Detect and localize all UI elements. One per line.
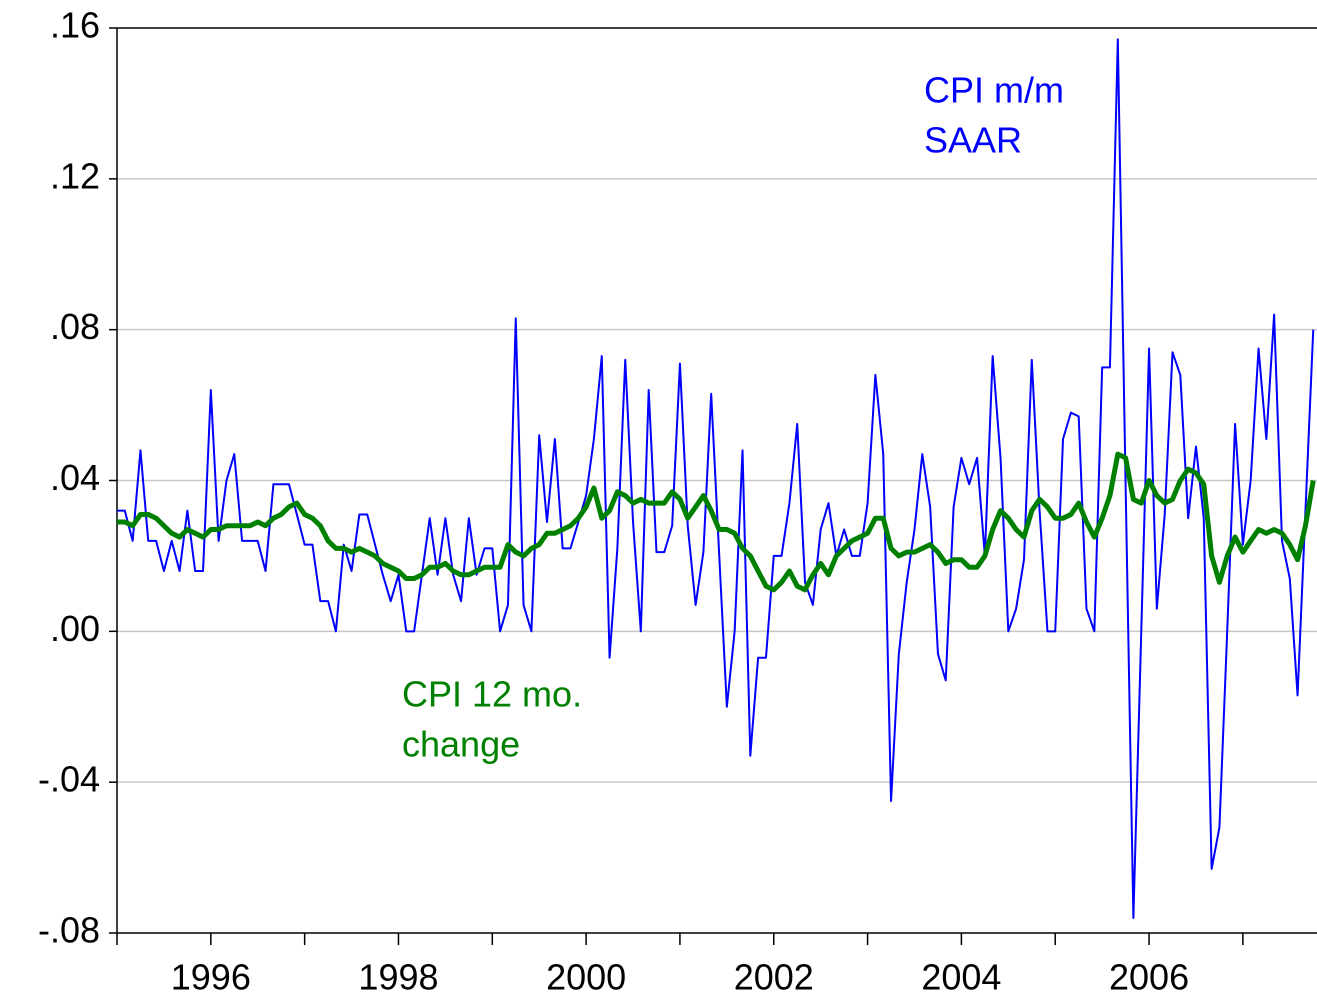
x-tick-label: 2002 <box>734 957 814 998</box>
annotation: CPI 12 mo. <box>402 674 582 715</box>
x-tick-label: 1998 <box>358 957 438 998</box>
annotation: CPI m/m <box>924 70 1064 111</box>
y-tick-label: .12 <box>50 155 100 196</box>
annotation: SAAR <box>924 120 1022 161</box>
y-tick-label: .04 <box>50 457 100 498</box>
y-tick-label: -.04 <box>38 759 100 800</box>
y-tick-label: .16 <box>50 5 100 46</box>
x-tick-label: 2000 <box>546 957 626 998</box>
series-line <box>117 451 1316 593</box>
x-tick-label: 2004 <box>921 957 1001 998</box>
x-tick-label: 1996 <box>171 957 251 998</box>
y-tick-label: .00 <box>50 608 100 649</box>
x-tick-label: 2006 <box>1109 957 1189 998</box>
annotation: change <box>402 724 520 765</box>
y-tick-label: -.08 <box>38 910 100 951</box>
series-line <box>117 38 1315 919</box>
y-tick-label: .08 <box>50 306 100 347</box>
